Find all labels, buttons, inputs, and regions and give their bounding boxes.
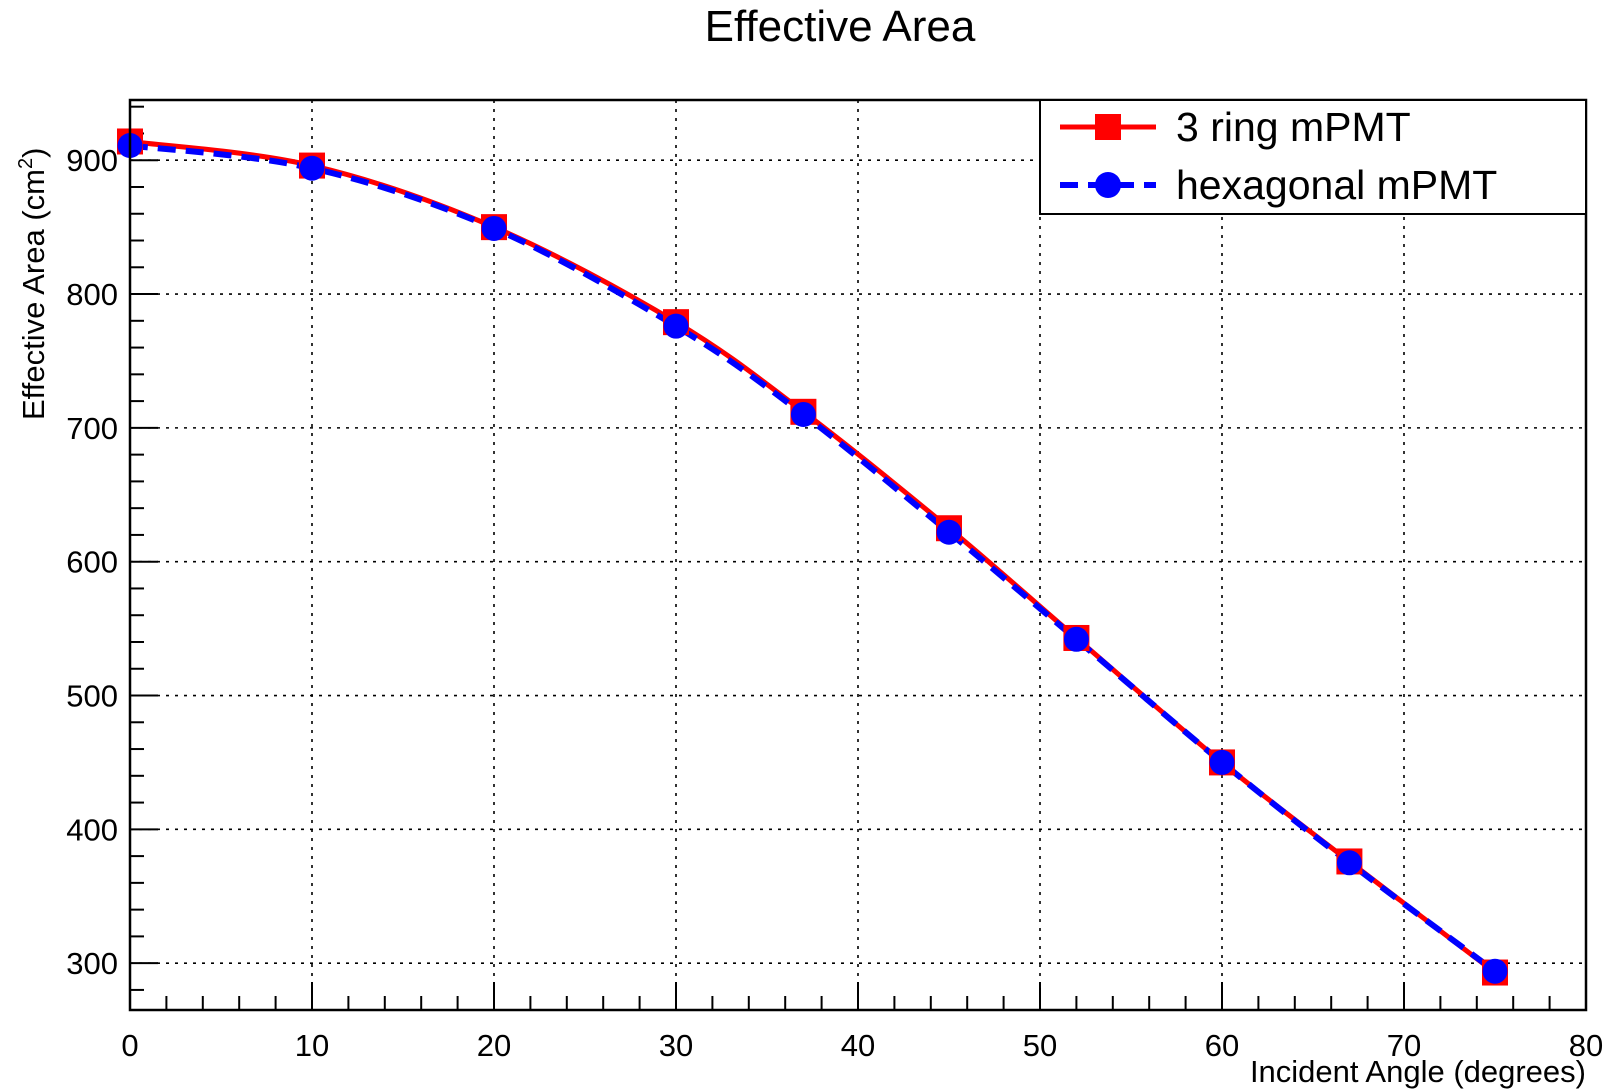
y-axis-title: Effective Area (cm2) — [15, 148, 51, 420]
y-axis-title-sup: 2 — [15, 158, 37, 169]
x-tick-label: 30 — [659, 1028, 693, 1063]
x-tick-label: 60 — [1205, 1028, 1239, 1063]
series-layer — [117, 128, 1508, 986]
legend-marker-hexagonal — [1095, 172, 1121, 198]
legend-marker-3ring — [1095, 114, 1121, 140]
x-tick-label: 50 — [1023, 1028, 1057, 1063]
legend-label-hexagonal: hexagonal mPMT — [1176, 162, 1497, 208]
y-tick-label: 300 — [66, 946, 118, 981]
series-line-hexagonal — [129, 142, 1497, 974]
data-point-hexagonal — [936, 519, 962, 545]
x-tick-label: 40 — [841, 1028, 875, 1063]
data-point-hexagonal — [299, 155, 325, 181]
x-tick-label: 20 — [477, 1028, 511, 1063]
data-point-hexagonal — [481, 215, 507, 241]
data-point-hexagonal — [1336, 850, 1362, 876]
x-tick-label: 70 — [1387, 1028, 1421, 1063]
y-tick-label: 800 — [66, 277, 118, 312]
data-point-hexagonal — [663, 313, 689, 339]
legend-label-3ring: 3 ring mPMT — [1176, 104, 1411, 150]
series-line-3ring — [129, 139, 1497, 975]
y-tick-label: 500 — [66, 679, 118, 714]
y-tick-label: 900 — [66, 143, 118, 178]
y-axis-title-end: ) — [16, 148, 51, 158]
legend: 3 ring mPMT hexagonal mPMT — [1039, 99, 1587, 215]
plot-frame — [128, 98, 1588, 1012]
y-tick-label: 700 — [66, 411, 118, 446]
x-tick-label: 0 — [121, 1028, 138, 1063]
chart-title: Effective Area — [704, 2, 976, 51]
y-axis-title-main: Effective Area (cm — [16, 169, 51, 420]
grid-lines — [130, 100, 1586, 1010]
y-tick-label: 400 — [66, 812, 118, 847]
x-tick-label: 80 — [1569, 1028, 1603, 1063]
y-tick-label: 600 — [66, 545, 118, 580]
axis-ticks — [129, 105, 1587, 1010]
data-point-hexagonal — [790, 401, 816, 427]
data-point-hexagonal — [1063, 626, 1089, 652]
x-tick-labels: 0 10 20 30 40 50 60 70 80 — [121, 1028, 1603, 1063]
data-point-hexagonal — [1482, 958, 1508, 984]
y-tick-labels: 300 400 500 600 700 800 900 — [66, 143, 118, 981]
x-tick-label: 10 — [295, 1028, 329, 1063]
legend-box — [1039, 99, 1587, 215]
x-axis-title: Incident Angle (degrees) — [1250, 1054, 1586, 1089]
data-point-hexagonal — [1209, 749, 1235, 775]
